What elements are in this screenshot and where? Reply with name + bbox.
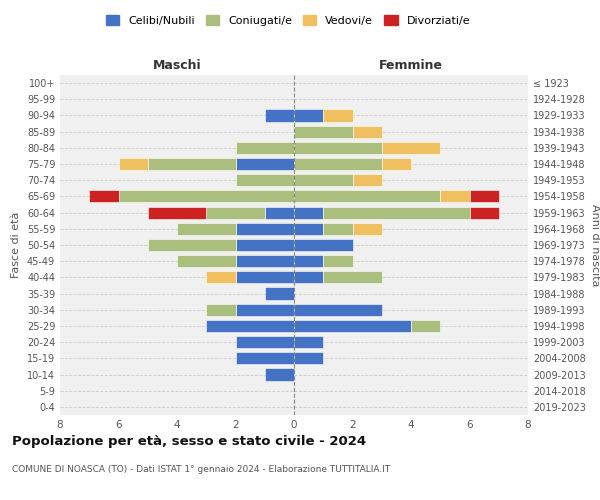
Bar (294, 190, 440, 202)
Text: Maschi: Maschi (152, 59, 202, 72)
Bar (206, 304, 235, 316)
Y-axis label: Fasce di età: Fasce di età (11, 212, 21, 278)
Bar (235, 158, 294, 170)
Bar (382, 158, 411, 170)
Bar (294, 239, 353, 251)
Bar (148, 158, 235, 170)
Bar (206, 272, 235, 283)
Bar (382, 142, 440, 154)
Y-axis label: Anni di nascita: Anni di nascita (590, 204, 599, 286)
Bar (353, 126, 382, 138)
Bar (148, 206, 206, 218)
Text: Popolazione per età, sesso e stato civile - 2024: Popolazione per età, sesso e stato civil… (12, 435, 366, 448)
Bar (265, 206, 294, 218)
Bar (294, 206, 323, 218)
Bar (148, 239, 235, 251)
Text: COMUNE DI NOASCA (TO) - Dati ISTAT 1° gennaio 2024 - Elaborazione TUTTITALIA.IT: COMUNE DI NOASCA (TO) - Dati ISTAT 1° ge… (12, 465, 390, 474)
Bar (235, 222, 294, 235)
Bar (323, 272, 382, 283)
Bar (323, 222, 353, 235)
Bar (440, 190, 470, 202)
Bar (294, 142, 382, 154)
Bar (294, 222, 323, 235)
Bar (294, 174, 353, 186)
Bar (235, 255, 294, 268)
Bar (206, 320, 294, 332)
Bar (235, 272, 294, 283)
Bar (265, 368, 294, 380)
Bar (265, 288, 294, 300)
Bar (265, 110, 294, 122)
Bar (235, 352, 294, 364)
Bar (294, 110, 323, 122)
Bar (235, 304, 294, 316)
Bar (294, 336, 323, 348)
Bar (323, 206, 470, 218)
Bar (177, 222, 235, 235)
Bar (294, 126, 353, 138)
Bar (470, 206, 499, 218)
Bar (323, 110, 353, 122)
Bar (323, 255, 353, 268)
Bar (353, 222, 382, 235)
Bar (294, 255, 323, 268)
Bar (206, 206, 265, 218)
Bar (353, 174, 382, 186)
Bar (177, 255, 235, 268)
Bar (294, 272, 323, 283)
Bar (294, 352, 323, 364)
Bar (119, 190, 294, 202)
Bar (235, 174, 294, 186)
Text: Femmine: Femmine (379, 59, 443, 72)
Bar (89, 190, 119, 202)
Bar (119, 158, 148, 170)
Bar (294, 320, 411, 332)
Bar (294, 304, 382, 316)
Bar (470, 190, 499, 202)
Bar (235, 142, 294, 154)
Legend: Celibi/Nubili, Coniugati/e, Vedovi/e, Divorziati/e: Celibi/Nubili, Coniugati/e, Vedovi/e, Di… (101, 10, 475, 30)
Bar (411, 320, 440, 332)
Bar (235, 239, 294, 251)
Bar (294, 158, 382, 170)
Bar (235, 336, 294, 348)
